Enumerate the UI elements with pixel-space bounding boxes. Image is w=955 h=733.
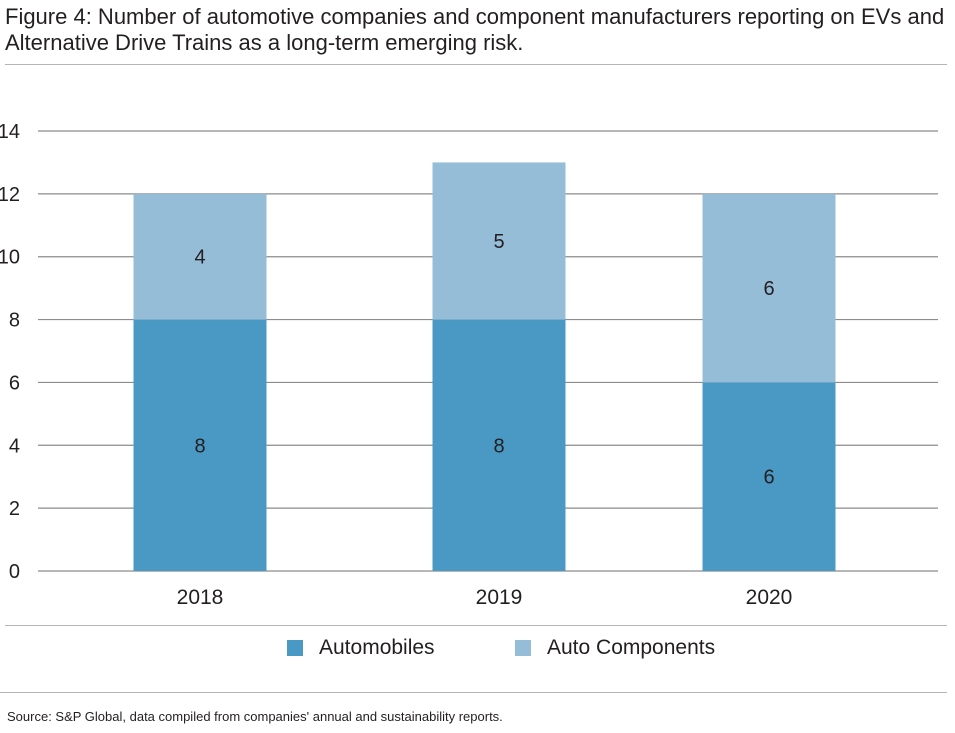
y-tick-label: 12 xyxy=(0,184,20,206)
legend-divider xyxy=(5,625,947,626)
bar-segment-automobiles xyxy=(432,319,566,571)
legend-label-auto-components: Auto Components xyxy=(547,636,716,659)
legend-item-automobiles: Automobiles xyxy=(287,636,435,660)
data-label: 6 xyxy=(763,278,774,300)
bar-segment-auto-components xyxy=(432,162,566,320)
bar-segment-auto-components xyxy=(702,193,836,383)
x-axis-ticks: 2018 2019 2020 xyxy=(177,586,793,609)
data-label: 6 xyxy=(763,467,774,489)
legend-swatch-automobiles xyxy=(287,640,303,656)
y-tick-label: 0 xyxy=(9,561,20,583)
bars xyxy=(133,162,836,571)
data-label: 4 xyxy=(194,247,205,269)
figure-title: Figure 4: Number of automotive companies… xyxy=(5,4,945,55)
data-label: 8 xyxy=(194,435,205,457)
title-divider xyxy=(5,64,947,65)
bar-segment-auto-components xyxy=(133,193,267,320)
legend-item-auto-components: Auto Components xyxy=(515,636,715,660)
y-tick-label: 6 xyxy=(9,372,20,394)
y-tick-label: 4 xyxy=(9,435,20,457)
y-tick-label: 10 xyxy=(0,247,20,269)
source-divider xyxy=(0,692,947,693)
data-label: 5 xyxy=(493,231,504,253)
bar-segment-automobiles xyxy=(133,319,267,571)
legend-swatch-auto-components xyxy=(515,640,531,656)
stacked-bar-chart: 8 4 8 5 6 6 0 2 4 6 8 10 12 14 2018 2019 2020 xyxy=(0,121,938,609)
y-axis-ticks: 0 2 4 6 8 10 12 14 xyxy=(0,121,20,583)
x-tick-label: 2018 xyxy=(177,586,224,609)
data-labels: 8 4 8 5 6 6 xyxy=(194,231,774,489)
y-tick-label: 2 xyxy=(9,498,20,520)
y-tick-label: 14 xyxy=(0,121,20,143)
x-tick-label: 2020 xyxy=(746,586,793,609)
y-tick-label: 8 xyxy=(9,310,20,332)
legend: Automobiles Auto Components xyxy=(0,636,955,664)
data-label: 8 xyxy=(493,435,504,457)
legend-label-automobiles: Automobiles xyxy=(319,636,435,659)
x-tick-label: 2019 xyxy=(476,586,523,609)
source-note: Source: S&P Global, data compiled from c… xyxy=(7,709,503,724)
bar-segment-automobiles xyxy=(702,382,836,571)
